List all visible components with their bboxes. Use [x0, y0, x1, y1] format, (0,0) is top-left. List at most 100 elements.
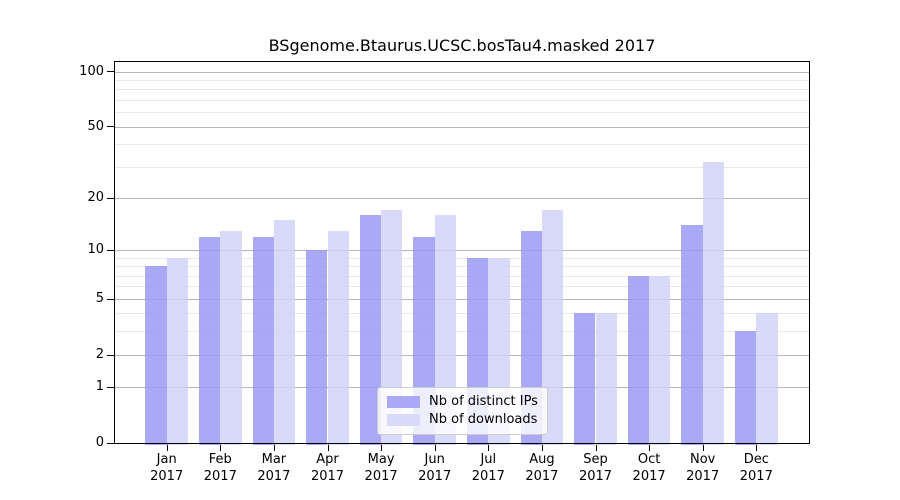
legend-label-downloads: Nb of downloads — [429, 412, 538, 427]
gridline-minor-70 — [114, 99, 810, 101]
x-tick-month: Feb — [208, 452, 232, 467]
gridline-major-10 — [114, 250, 810, 251]
plot-area: Nb of distinct IPs Nb of downloads — [114, 61, 810, 445]
bar-downloads-nov — [702, 161, 725, 445]
x-tick-year: 2017 — [310, 469, 345, 484]
x-tick-mark-nov — [702, 444, 704, 451]
y-tick-label-2: 2 — [95, 346, 104, 362]
bar-distinct-ips-apr — [306, 250, 328, 445]
legend-item-distinct-ips: Nb of distinct IPs — [387, 394, 538, 409]
gridline-minor-60 — [114, 112, 810, 114]
x-tick-label-aug: Aug 2017 — [512, 451, 572, 485]
legend-label-distinct-ips: Nb of distinct IPs — [429, 394, 538, 409]
x-tick-month: Apr — [316, 452, 339, 467]
x-tick-mark-jul — [488, 444, 490, 451]
x-tick-mark-mar — [273, 444, 275, 451]
gridline-minor-3 — [114, 331, 810, 333]
y-tick-mark-1 — [107, 387, 114, 388]
x-tick-month: Jan — [156, 452, 177, 467]
y-tick-mark-2 — [107, 355, 114, 356]
bar-downloads-aug — [541, 210, 564, 445]
x-tick-year: 2017 — [257, 469, 291, 484]
bar-distinct-ips-may — [359, 214, 382, 445]
x-tick-label-nov: Nov 2017 — [673, 451, 733, 485]
bar-distinct-ips-jan — [145, 266, 167, 445]
gridline-major-5 — [114, 298, 810, 300]
x-tick-month: Jul — [480, 452, 497, 467]
bar-downloads-mar — [273, 219, 296, 445]
legend-item-downloads: Nb of downloads — [387, 412, 538, 427]
y-tick-mark-100 — [107, 71, 114, 72]
x-tick-year: 2017 — [364, 469, 398, 484]
y-tick-label-20: 20 — [87, 189, 104, 205]
x-tick-mark-jun — [434, 444, 436, 451]
gridline-minor-30 — [114, 166, 810, 168]
x-tick-mark-may — [381, 444, 383, 451]
bar-downloads-apr — [327, 230, 349, 445]
bar-distinct-ips-dec — [734, 331, 757, 445]
x-tick-month: Jun — [424, 452, 445, 467]
x-tick-mark-jan — [166, 444, 168, 451]
bar-downloads-oct — [649, 275, 671, 445]
legend-swatch-downloads — [387, 413, 420, 426]
x-tick-month: Nov — [690, 452, 716, 467]
y-tick-label-100: 100 — [79, 63, 104, 79]
x-tick-year: 2017 — [418, 469, 452, 484]
x-tick-year: 2017 — [632, 469, 666, 484]
y-tick-mark-0 — [107, 443, 114, 444]
x-tick-year: 2017 — [525, 469, 559, 484]
y-tick-label-5: 5 — [95, 290, 104, 306]
bar-distinct-ips-feb — [198, 236, 221, 445]
gridline-minor-6 — [114, 286, 810, 288]
y-tick-mark-20 — [107, 198, 114, 199]
x-tick-label-feb: Feb 2017 — [190, 451, 250, 485]
x-tick-label-jul: Jul 2017 — [458, 451, 518, 485]
bar-distinct-ips-oct — [627, 275, 650, 445]
bar-downloads-jan — [166, 257, 189, 445]
x-tick-year: 2017 — [471, 469, 505, 484]
x-tick-label-oct: Oct 2017 — [619, 451, 679, 485]
bar-downloads-feb — [220, 230, 242, 445]
x-tick-year: 2017 — [578, 469, 613, 484]
x-tick-label-mar: Mar 2017 — [244, 451, 304, 485]
gridline-major-100 — [114, 71, 810, 73]
x-tick-month: Dec — [743, 452, 769, 467]
gridline-minor-7 — [114, 275, 810, 277]
x-tick-year: 2017 — [739, 469, 773, 484]
x-tick-month: Mar — [261, 452, 287, 467]
gridline-minor-8 — [114, 266, 810, 268]
x-tick-year: 2017 — [150, 469, 184, 484]
y-tick-mark-5 — [107, 299, 114, 300]
x-tick-month: Aug — [529, 452, 555, 467]
x-tick-mark-feb — [220, 444, 222, 451]
gridline-minor-9 — [114, 257, 810, 259]
legend-swatch-distinct-ips — [387, 395, 420, 408]
x-tick-month: Sep — [583, 452, 608, 467]
y-tick-label-1: 1 — [95, 379, 104, 395]
legend: Nb of distinct IPs Nb of downloads — [377, 387, 548, 435]
x-tick-label-jun: Jun 2017 — [405, 451, 465, 485]
x-tick-label-sep: Sep 2017 — [566, 451, 626, 485]
gridline-minor-80 — [114, 89, 810, 91]
x-tick-mark-aug — [541, 444, 543, 451]
bar-downloads-may — [381, 210, 403, 445]
y-tick-label-10: 10 — [87, 242, 104, 257]
x-tick-mark-apr — [327, 444, 329, 451]
x-tick-label-dec: Dec 2017 — [726, 451, 786, 485]
x-tick-mark-dec — [756, 444, 758, 451]
gridline-major-50 — [114, 126, 810, 128]
x-tick-mark-sep — [595, 444, 597, 451]
x-tick-mark-oct — [649, 444, 651, 451]
x-tick-year: 2017 — [203, 469, 237, 484]
chart-title: BSgenome.Btaurus.UCSC.bosTau4.masked 201… — [268, 36, 656, 55]
bar-distinct-ips-mar — [252, 236, 274, 445]
y-tick-mark-10 — [107, 250, 114, 251]
gridline-major-2 — [114, 354, 810, 356]
x-tick-month: Oct — [637, 452, 661, 467]
x-tick-label-may: May 2017 — [351, 451, 411, 485]
gridline-minor-4 — [114, 313, 810, 315]
x-tick-label-jan: Jan 2017 — [137, 451, 197, 485]
y-tick-label-50: 50 — [87, 118, 104, 134]
bar-downloads-sep — [595, 313, 617, 445]
